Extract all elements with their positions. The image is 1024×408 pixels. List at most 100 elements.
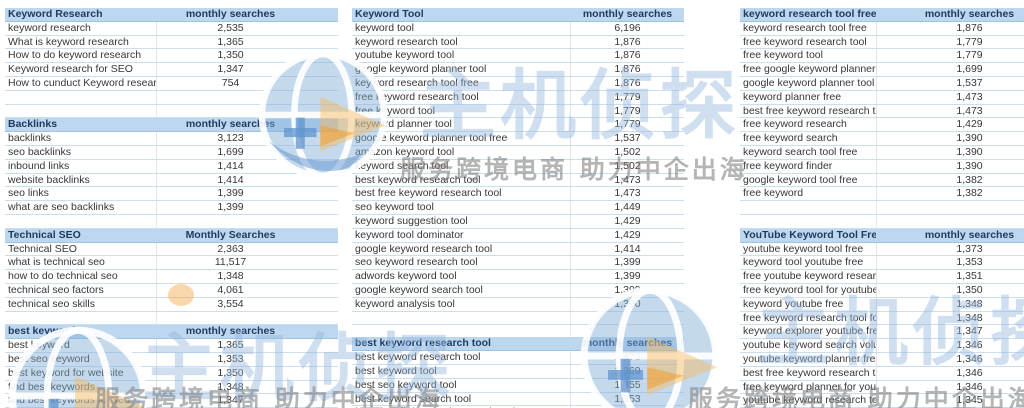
keyword-cell[interactable]: best google keyword research tool [352, 406, 571, 408]
keyword-cell[interactable]: keyword suggestion tool [352, 214, 571, 228]
searches-value-cell[interactable]: 1,876 [614, 49, 641, 62]
keyword-cell[interactable]: free keyword research tool [740, 35, 877, 49]
monthly-searches-header-cell[interactable]: monthly searches [924, 228, 1015, 241]
searches-value-cell[interactable]: 1,353 [614, 392, 641, 405]
monthly-searches-header-cell[interactable]: monthly searches [185, 325, 276, 338]
empty-cell[interactable] [5, 214, 157, 228]
keyword-cell[interactable]: google keyword search tool [352, 283, 571, 297]
searches-value-cell[interactable]: 1,429 [614, 214, 641, 227]
keyword-cell[interactable]: amazon keyword tool [352, 145, 571, 159]
searches-value-cell[interactable]: 1,399 [614, 270, 641, 283]
searches-value-cell[interactable]: 1,369 [614, 364, 641, 377]
searches-value-cell[interactable]: 1,355 [614, 378, 641, 391]
keyword-cell[interactable]: keyword research tool free [352, 76, 571, 90]
keyword-cell[interactable]: best seo keyword [5, 352, 157, 366]
keyword-cell[interactable]: find best keywords for seo [5, 394, 157, 408]
searches-value-cell[interactable]: 1,876 [956, 21, 983, 34]
keyword-cell[interactable]: keyword tool [352, 21, 571, 35]
searches-value-cell[interactable]: 1,365 [217, 35, 244, 48]
keyword-cell[interactable]: keyword search tool [352, 159, 571, 173]
table-title-cell[interactable]: best keyword research tool [355, 337, 491, 350]
searches-value-cell[interactable]: 1,346 [956, 380, 983, 393]
searches-value-cell[interactable]: 1,347 [217, 63, 244, 76]
keyword-cell[interactable]: keyword tool dominator [352, 228, 571, 242]
keyword-cell[interactable]: free keyword tool for youtube [740, 283, 877, 297]
keyword-cell[interactable]: find best keywords [5, 380, 157, 394]
empty-cell[interactable] [877, 215, 1024, 228]
table-title-cell[interactable]: Keyword Tool [355, 8, 424, 20]
keyword-cell[interactable]: free youtube keyword research tool [740, 270, 877, 283]
empty-cell[interactable] [352, 311, 571, 325]
empty-cell[interactable] [877, 201, 1024, 214]
searches-value-cell[interactable]: 1,350 [217, 49, 244, 62]
keyword-cell[interactable]: free keyword research tool for youtube [740, 311, 877, 325]
keyword-cell[interactable]: free keyword finder [740, 159, 877, 173]
searches-value-cell[interactable]: 1,345 [956, 394, 983, 407]
searches-value-cell[interactable]: 1,779 [614, 90, 641, 103]
keyword-cell[interactable]: keyword explorer youtube free [740, 325, 877, 339]
searches-value-cell[interactable]: 11,517 [214, 256, 247, 269]
searches-value-cell[interactable]: 1,399 [614, 256, 641, 269]
searches-value-cell[interactable]: 1,399 [217, 187, 244, 200]
keyword-cell[interactable]: Keyword research for SEO [5, 63, 157, 76]
empty-cell[interactable] [5, 104, 157, 118]
keyword-cell[interactable]: best keyword research tool [352, 351, 571, 364]
keyword-cell[interactable]: keyword research tool [352, 35, 571, 49]
table-title-cell[interactable]: Backlinks [8, 118, 58, 131]
searches-value-cell[interactable]: 1,414 [217, 159, 244, 172]
empty-cell[interactable] [352, 325, 571, 339]
keyword-cell[interactable]: website backlinks [5, 173, 157, 187]
searches-value-cell[interactable]: 1,473 [614, 187, 641, 200]
searches-value-cell[interactable]: 1,449 [614, 201, 641, 214]
monthly-searches-header-cell[interactable]: monthly searches [582, 8, 673, 20]
keyword-cell[interactable]: free keyword research tool [352, 90, 571, 104]
keyword-cell[interactable]: How to cunduct Keyword research [5, 76, 157, 90]
monthly-searches-header-cell[interactable]: monthly searches [924, 8, 1015, 20]
searches-value-cell[interactable]: 1,399 [614, 283, 641, 296]
empty-cell[interactable] [571, 312, 684, 325]
searches-value-cell[interactable]: 1,346 [956, 352, 983, 365]
keyword-cell[interactable]: keyword search tool free [740, 145, 877, 159]
empty-cell[interactable] [740, 214, 877, 228]
searches-value-cell[interactable]: 1,399 [217, 201, 244, 214]
searches-value-cell[interactable]: 1,346 [956, 366, 983, 379]
keyword-cell[interactable]: youtube keyword tool [352, 49, 571, 63]
keyword-cell[interactable]: free keyword search [740, 132, 877, 145]
empty-cell[interactable] [157, 312, 338, 325]
keyword-cell[interactable]: inbound links [5, 159, 157, 173]
searches-value-cell[interactable]: 1,876 [614, 76, 641, 89]
keyword-cell[interactable]: keyword planner tool [352, 118, 571, 132]
keyword-cell[interactable]: best keyword for website [5, 366, 157, 380]
searches-value-cell[interactable]: 1,502 [614, 159, 641, 172]
keyword-cell[interactable]: best free keyword research tool [740, 104, 877, 118]
keyword-cell[interactable]: How to do keyword research [5, 49, 157, 63]
searches-value-cell[interactable]: 754 [221, 76, 240, 89]
keyword-cell[interactable]: google keyword tool free [740, 173, 877, 187]
searches-value-cell[interactable]: 1,348 [956, 311, 983, 324]
keyword-cell[interactable]: google keyword research tool [352, 242, 571, 256]
searches-value-cell[interactable]: 1,353 [217, 352, 244, 365]
keyword-cell[interactable]: Technical SEO [5, 242, 157, 256]
keyword-cell[interactable]: technical seo skills [5, 297, 157, 311]
monthly-searches-header-cell[interactable]: Monthly Searches [185, 228, 276, 241]
table-title-cell[interactable]: Technical SEO [8, 228, 81, 241]
searches-value-cell[interactable]: 1,348 [217, 380, 244, 393]
keyword-cell[interactable]: best free keyword research tool for yout… [740, 366, 877, 380]
keyword-cell[interactable]: backlinks [5, 132, 157, 145]
keyword-cell[interactable]: free keyword [740, 187, 877, 201]
keyword-cell[interactable]: free google keyword planner [740, 63, 877, 76]
keyword-cell[interactable]: free keyword planner for youtube [740, 380, 877, 394]
keyword-cell[interactable]: google keyword planner tool free [352, 132, 571, 145]
keyword-cell[interactable]: keyword research [5, 21, 157, 35]
empty-cell[interactable] [5, 90, 157, 104]
keyword-cell[interactable]: adwords keyword tool [352, 270, 571, 283]
keyword-cell[interactable]: youtube keyword research tool free [740, 394, 877, 408]
keyword-cell[interactable]: keyword research tool free [740, 21, 877, 35]
searches-value-cell[interactable]: 4,061 [217, 283, 244, 296]
keyword-cell[interactable]: how to do technical seo [5, 270, 157, 283]
keyword-cell[interactable]: what is technical seo [5, 256, 157, 270]
keyword-cell[interactable]: best free keyword research tool [352, 187, 571, 201]
searches-value-cell[interactable]: 3,123 [217, 132, 244, 145]
searches-value-cell[interactable]: 1,414 [217, 173, 244, 186]
keyword-cell[interactable]: keyword analysis tool [352, 297, 571, 311]
